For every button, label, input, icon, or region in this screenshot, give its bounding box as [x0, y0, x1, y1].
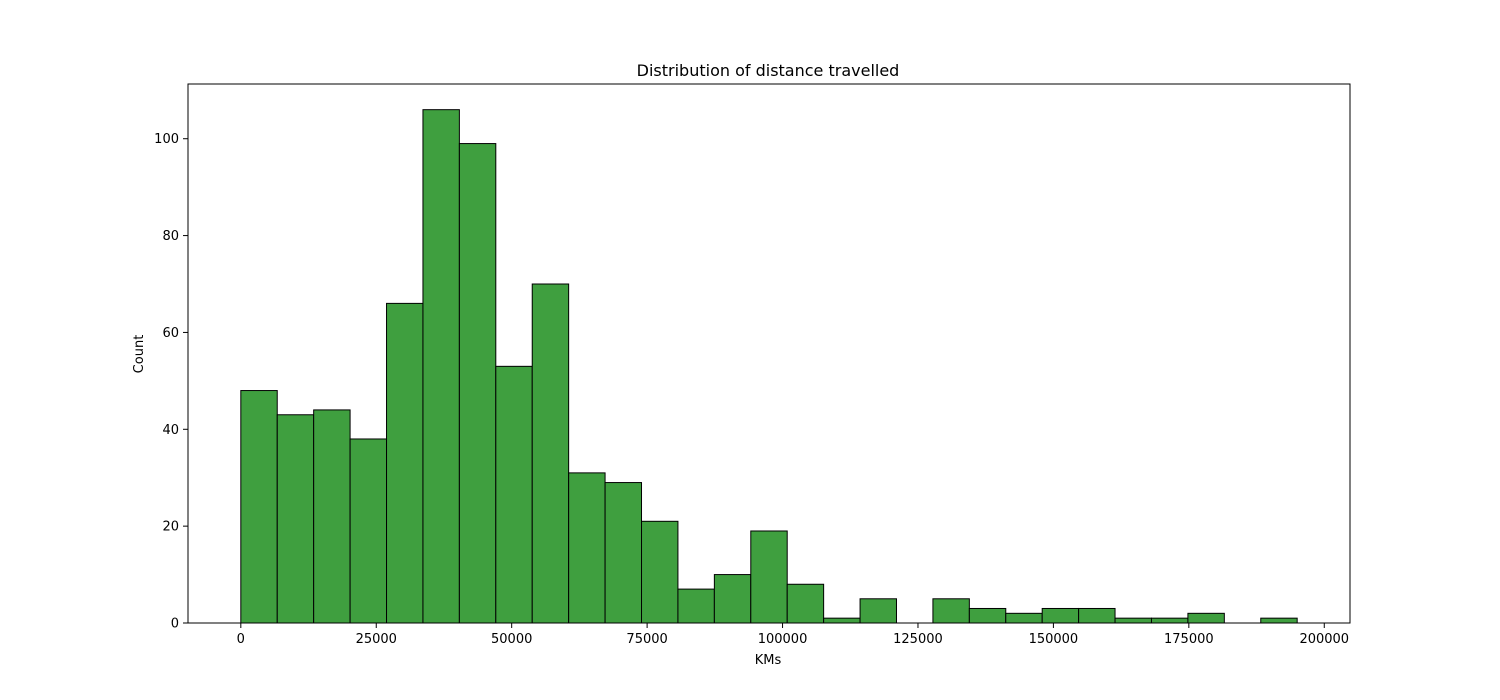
histogram-bar [823, 617, 861, 624]
y-tick-label: 100 [154, 132, 179, 147]
histogram-bar [968, 607, 1007, 624]
histogram-bar [313, 409, 351, 624]
y-tick-label: 20 [162, 520, 179, 535]
histogram-bar [458, 143, 497, 624]
x-tick-label: 125000 [893, 632, 943, 647]
histogram-bar [1187, 612, 1225, 624]
histogram-bar [240, 390, 278, 624]
x-tick-label: 175000 [1164, 632, 1214, 647]
histogram-bar [495, 365, 533, 624]
y-tick-label: 60 [162, 326, 179, 341]
x-tick-label: 150000 [1029, 632, 1079, 647]
histogram-bar [932, 598, 970, 624]
histogram-bar [276, 414, 315, 624]
histogram-bar [531, 283, 570, 624]
bars-group [240, 109, 1298, 624]
chart-title: Distribution of distance travelled [637, 61, 900, 80]
histogram-bar [568, 472, 606, 624]
x-axis-ticks: 0 25000 50000 75000 100000 125000 150000 175000… [237, 623, 1349, 647]
y-axis-ticks: 0 20 40 60 80 100 [154, 132, 188, 632]
histogram-bar [1150, 617, 1189, 624]
x-tick-label: 100000 [758, 632, 808, 647]
plot-area-frame [187, 83, 1351, 624]
histogram-bar [1260, 617, 1298, 624]
x-tick-label: 75000 [626, 632, 667, 647]
histogram-bar [422, 109, 460, 624]
histogram-bar [604, 482, 643, 624]
histogram-bar [1005, 612, 1043, 624]
histogram-bar [1041, 607, 1080, 624]
histogram-bar [859, 598, 897, 624]
x-tick-label: 0 [237, 632, 245, 647]
histogram-bar [750, 530, 788, 624]
y-tick-label: 40 [162, 423, 179, 438]
x-axis-label: KMs [755, 653, 782, 668]
y-tick-label: 80 [162, 229, 179, 244]
histogram-bar [641, 520, 679, 624]
histogram-bar [713, 574, 752, 624]
histogram-bar [786, 583, 825, 624]
y-axis-label: Count [132, 335, 147, 374]
y-tick-label: 0 [171, 617, 179, 632]
histogram-bar [386, 302, 424, 624]
histogram-bar [1078, 607, 1116, 624]
x-tick-label: 200000 [1299, 632, 1349, 647]
x-tick-label: 25000 [356, 632, 397, 647]
x-tick-label: 50000 [491, 632, 532, 647]
histogram-bar [677, 588, 715, 624]
histogram-bar [1114, 617, 1152, 624]
histogram-bar [349, 438, 388, 624]
